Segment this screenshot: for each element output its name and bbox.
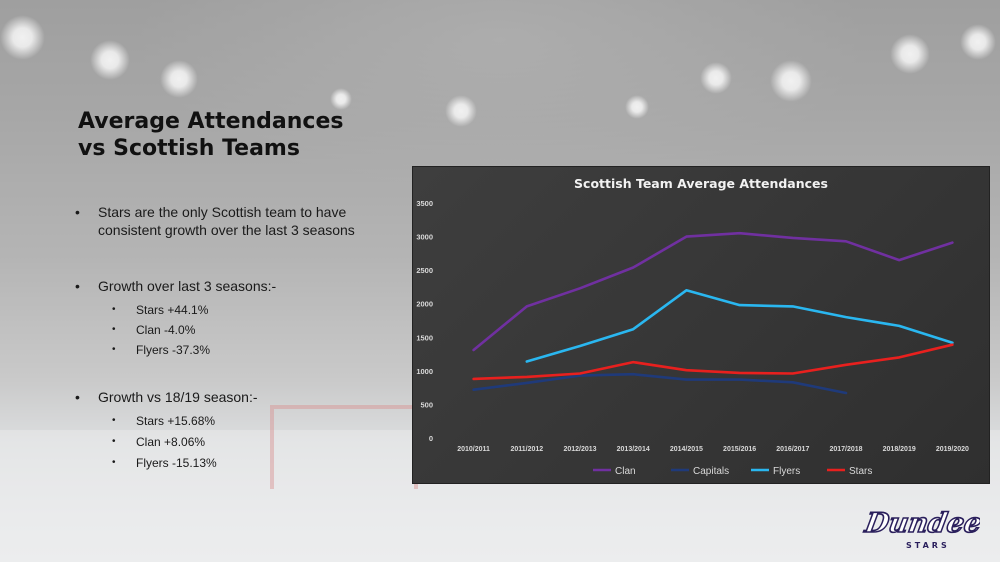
series-line-capitals [472, 372, 848, 395]
slide-title-line-1: Average Attendances [78, 109, 344, 134]
bullet-glyph: • [75, 278, 80, 294]
y-tick-label: 3500 [416, 199, 433, 208]
bullet-glyph: • [75, 389, 80, 405]
sub-bullet: • Clan -4.0% [112, 323, 196, 337]
attendance-chart: Scottish Team Average Attendances 0 500 10… [412, 166, 990, 484]
x-tick-label: 2011/2012 [510, 446, 543, 453]
slide-title: Average Attendances vs Scottish Teams [78, 108, 343, 162]
dundee-stars-logo: Dundee STARS [862, 506, 980, 550]
x-tick-label: 2012/2013 [563, 446, 596, 453]
bullet-growth-3-seasons: • Growth over last 3 seasons:- • Stars +44… [75, 277, 276, 358]
bullet-glyph: • [75, 204, 80, 220]
y-tick-label: 0 [429, 434, 433, 443]
y-tick-label: 500 [420, 400, 433, 409]
sub-bullet: • Flyers -37.3% [112, 343, 211, 357]
y-axis: 0 500 1000 1500 2000 2500 3000 3500 [416, 199, 433, 443]
bullet-text: Growth vs 18/19 season:- [98, 389, 258, 405]
x-tick-label: 2019/2020 [936, 446, 969, 453]
chart-canvas: Scottish Team Average Attendances 0 500 10… [416, 176, 969, 477]
logo-subtext: STARS [906, 541, 950, 550]
logo-wordmark: Dundee [862, 507, 980, 539]
y-tick-label: 1500 [416, 333, 433, 342]
x-tick-label: 2018/2019 [883, 446, 916, 453]
sub-bullet: • Stars +15.68% [112, 414, 216, 428]
bullet-consistent-growth: • Stars are the only Scottish team to hav… [75, 203, 395, 239]
series-line-flyers [525, 289, 954, 363]
bullet-text: Growth over last 3 seasons:- [98, 278, 277, 294]
chart-title: Scottish Team Average Attendances [574, 176, 828, 191]
series-line-clan [472, 231, 954, 352]
legend-label-clan: Clan [615, 466, 636, 477]
x-tick-label: 2015/2016 [723, 446, 756, 453]
y-tick-label: 1000 [416, 367, 433, 376]
x-tick-label: 2014/2015 [670, 446, 703, 453]
x-axis: 2010/2011 2011/2012 2012/2013 2013/2014 2014… [457, 446, 969, 453]
x-tick-label: 2016/2017 [776, 446, 809, 453]
chart-legend: Clan Capitals Flyers Stars [593, 466, 872, 477]
plot-area [472, 231, 954, 395]
bullet-text: Stars are the only Scottish team to have… [98, 204, 355, 238]
x-tick-label: 2010/2011 [457, 446, 490, 453]
x-tick-label: 2017/2018 [829, 446, 862, 453]
x-tick-label: 2013/2014 [617, 446, 650, 453]
legend-label-capitals: Capitals [693, 466, 729, 477]
sub-bullet: • Stars +44.1% [112, 303, 209, 317]
y-tick-label: 3000 [416, 233, 433, 242]
slide-title-line-2: vs Scottish Teams [78, 136, 300, 161]
bullet-growth-vs-1819: • Growth vs 18/19 season:- • Stars +15.68%… [75, 388, 258, 471]
legend-label-stars: Stars [849, 466, 872, 477]
sub-bullet: • Flyers -15.13% [112, 456, 217, 470]
y-tick-label: 2500 [416, 266, 433, 275]
y-tick-label: 2000 [416, 300, 433, 309]
legend-label-flyers: Flyers [773, 466, 800, 477]
series-line-stars [472, 343, 954, 381]
sub-bullet: • Clan +8.06% [112, 435, 206, 449]
